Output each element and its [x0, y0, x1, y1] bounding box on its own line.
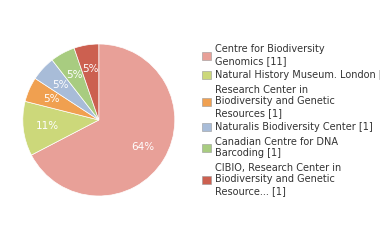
Text: 5%: 5%: [43, 94, 60, 104]
Wedge shape: [25, 78, 99, 120]
Wedge shape: [52, 48, 99, 120]
Legend: Centre for Biodiversity
Genomics [11], Natural History Museum. London [2], Resea: Centre for Biodiversity Genomics [11], N…: [203, 44, 380, 196]
Wedge shape: [74, 44, 99, 120]
Text: 5%: 5%: [52, 80, 69, 90]
Text: 64%: 64%: [131, 142, 155, 152]
Text: 5%: 5%: [82, 64, 98, 74]
Wedge shape: [23, 101, 99, 155]
Wedge shape: [32, 44, 175, 196]
Text: 11%: 11%: [36, 121, 59, 131]
Text: 5%: 5%: [66, 70, 82, 79]
Wedge shape: [35, 60, 99, 120]
